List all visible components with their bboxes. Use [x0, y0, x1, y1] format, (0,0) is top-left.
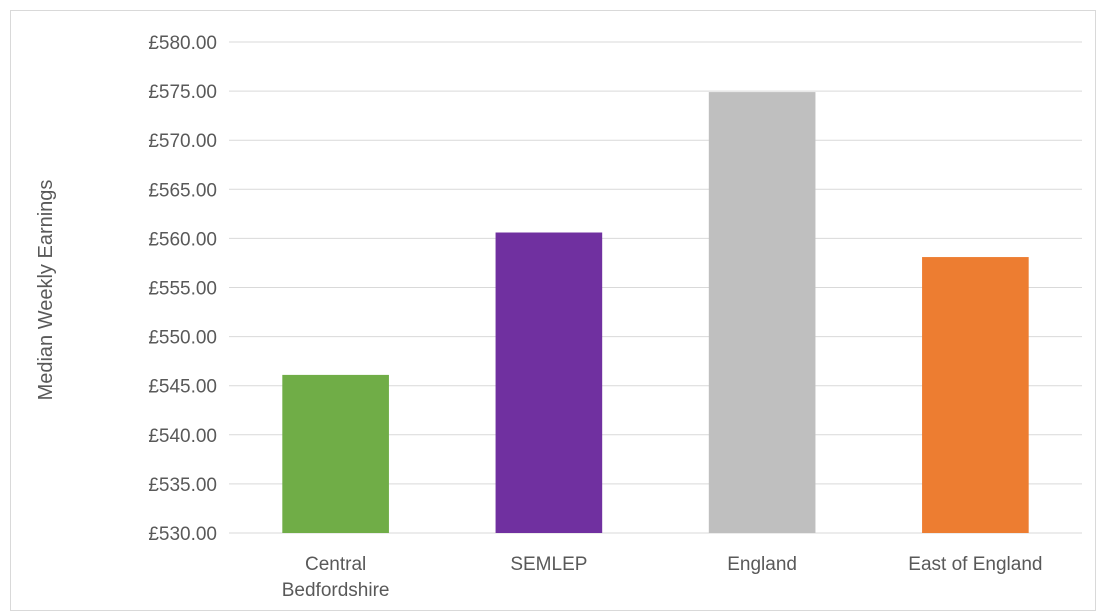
bars	[282, 92, 1029, 533]
y-axis-ticks: £530.00 £535.00 £540.00 £545.00 £550.00 £555.…	[148, 33, 217, 545]
y-tick-label: £535.00	[148, 475, 217, 496]
y-tick-label: £560.00	[148, 229, 217, 250]
x-axis-ticks: Central Bedfordshire SEMLEP England East of …	[282, 554, 1043, 601]
bar	[282, 374, 389, 533]
bar	[922, 257, 1029, 533]
y-tick-label: £565.00	[148, 180, 217, 201]
y-axis-title: Median Weekly Earnings	[35, 180, 57, 401]
y-tick-label: £545.00	[148, 377, 217, 398]
y-tick-label: £555.00	[148, 279, 217, 300]
y-tick-label: £540.00	[148, 426, 217, 447]
x-tick-label: SEMLEP	[510, 554, 587, 575]
y-tick-label: £575.00	[148, 82, 217, 103]
x-tick-label: East of England	[908, 554, 1042, 575]
x-tick-label: England	[727, 554, 797, 575]
bar	[495, 232, 603, 533]
y-tick-label: £530.00	[148, 524, 217, 545]
y-tick-label: £580.00	[148, 33, 217, 54]
x-tick-label: Central Bedfordshire	[282, 554, 390, 601]
bar	[708, 92, 816, 533]
y-tick-label: £550.00	[148, 328, 217, 349]
y-tick-label: £570.00	[148, 131, 217, 152]
